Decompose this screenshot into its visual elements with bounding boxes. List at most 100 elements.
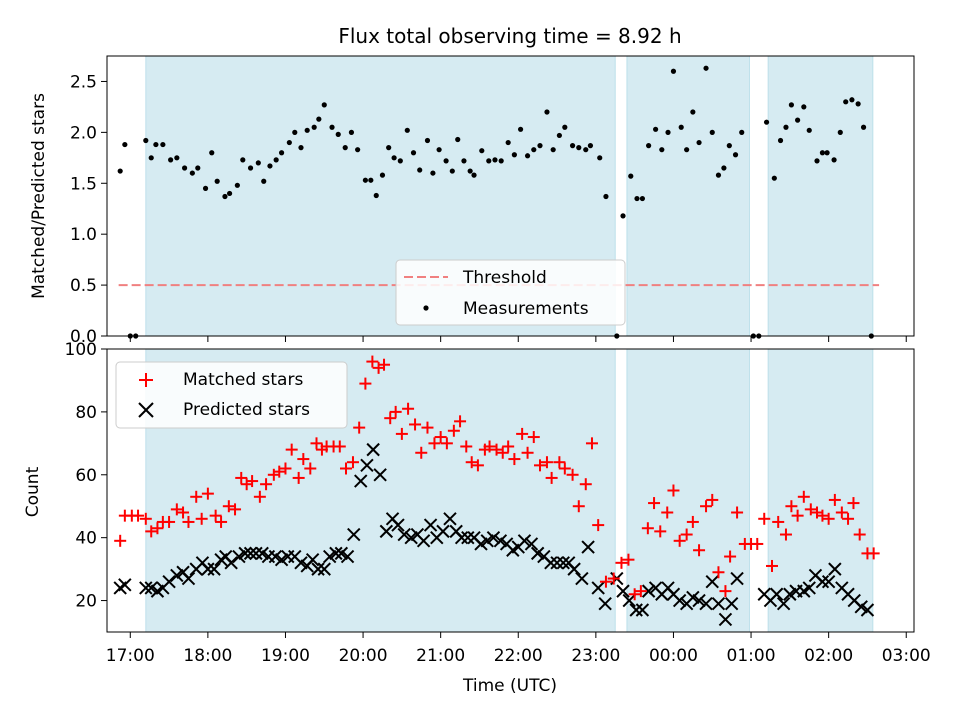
bottom-predicted-points <box>113 442 875 627</box>
predicted-point <box>769 587 784 601</box>
matched-point <box>145 525 158 538</box>
measurement-point <box>143 137 149 144</box>
matched-point <box>222 500 235 513</box>
matched-point <box>540 456 553 469</box>
predicted-point <box>517 534 532 548</box>
matched-point <box>758 512 771 525</box>
measurement-point <box>709 129 715 135</box>
measurement-point <box>122 141 128 148</box>
matched-point <box>661 506 674 519</box>
matched-point <box>502 440 515 453</box>
legend-predicted-label: Predicted stars <box>183 400 310 420</box>
shaded-interval <box>767 55 874 337</box>
matched-point <box>353 421 366 434</box>
predicted-point <box>461 530 475 545</box>
matched-point <box>579 478 592 491</box>
bottom-shaded-intervals <box>145 348 874 633</box>
predicted-point <box>821 574 836 589</box>
measurement-point <box>373 192 379 199</box>
matched-point <box>641 522 654 535</box>
predicted-point <box>454 530 469 545</box>
predicted-point <box>544 556 558 570</box>
measurement-point <box>117 168 123 174</box>
predicted-point <box>340 549 355 564</box>
predicted-point <box>391 518 405 532</box>
measurement-point <box>665 129 671 135</box>
measurement-point <box>537 143 543 149</box>
measurement-point <box>569 143 576 149</box>
predicted-point <box>416 534 431 548</box>
matched-point <box>607 572 620 585</box>
measurement-point <box>189 170 195 176</box>
measurement-point <box>292 129 298 135</box>
measurement-point <box>379 172 386 178</box>
measurement-point <box>715 172 722 178</box>
matched-point <box>454 415 467 428</box>
measurement-point <box>603 193 609 200</box>
predicted-point <box>622 593 636 608</box>
bottom-panel: 20 40 60 80 100 17:00 18:00 19:00 20:00 21:00 22:… <box>23 340 931 696</box>
predicted-point <box>591 581 605 595</box>
measurement-point <box>511 152 517 158</box>
measurement-point <box>659 147 665 153</box>
matched-point <box>182 515 195 528</box>
measurement-point <box>824 150 830 156</box>
predicted-point <box>699 596 713 611</box>
matched-point <box>434 431 447 444</box>
predicted-point <box>443 512 457 526</box>
measurement-point <box>202 185 209 191</box>
measurement-point <box>255 160 261 166</box>
measurement-point <box>634 195 640 202</box>
measurement-point <box>240 157 246 163</box>
measurement-point <box>267 163 273 169</box>
matched-point <box>797 490 810 503</box>
matched-point <box>190 490 203 503</box>
predicted-point <box>828 562 842 576</box>
matched-point <box>260 478 273 491</box>
measurement-point <box>531 147 537 153</box>
matched-point <box>246 475 259 488</box>
matched-point <box>648 497 661 510</box>
matched-point <box>460 440 473 453</box>
predicted-point <box>567 562 581 576</box>
measurement-point <box>628 173 634 179</box>
top-x-ticks <box>129 336 907 342</box>
predicted-point <box>550 556 564 570</box>
measurement-point <box>329 124 335 130</box>
x-tick-label: 00:00 <box>649 646 698 666</box>
measurement-point <box>404 127 410 133</box>
predicted-point <box>305 552 320 567</box>
x-tick-label: 23:00 <box>571 646 620 666</box>
predicted-point <box>360 458 374 473</box>
measurement-point <box>703 65 709 71</box>
predicted-point <box>711 596 726 611</box>
predicted-point <box>575 571 589 586</box>
matched-point <box>235 471 248 484</box>
predicted-point <box>118 578 132 592</box>
y-tick-label: 80 <box>75 403 97 423</box>
matched-point <box>389 405 402 418</box>
measurement-point <box>348 129 355 135</box>
bottom-legend: Matched stars Predicted stars <box>115 361 348 429</box>
measurement-point <box>653 126 659 132</box>
matched-point <box>686 515 699 528</box>
bottom-x-axis: 17:00 18:00 19:00 20:00 21:00 22:00 23:00 00:00… <box>106 632 931 666</box>
measurement-point <box>814 158 820 164</box>
matched-point <box>719 585 732 598</box>
bottom-y-axis-label: Count <box>23 466 43 517</box>
measurement-point <box>726 143 732 149</box>
measurement-point <box>690 109 696 115</box>
matched-point <box>680 528 693 541</box>
measurement-point <box>449 168 455 174</box>
measurement-point <box>739 129 745 135</box>
matched-point <box>599 575 612 588</box>
x-tick-label: 01:00 <box>727 646 776 666</box>
measurement-point <box>335 131 341 137</box>
predicted-point <box>815 574 830 589</box>
matched-point <box>114 534 127 547</box>
y-tick-label: 40 <box>75 529 97 549</box>
measurement-point <box>195 165 201 171</box>
matched-point <box>585 437 598 450</box>
matched-point <box>533 459 546 472</box>
measurement-point <box>311 124 317 130</box>
